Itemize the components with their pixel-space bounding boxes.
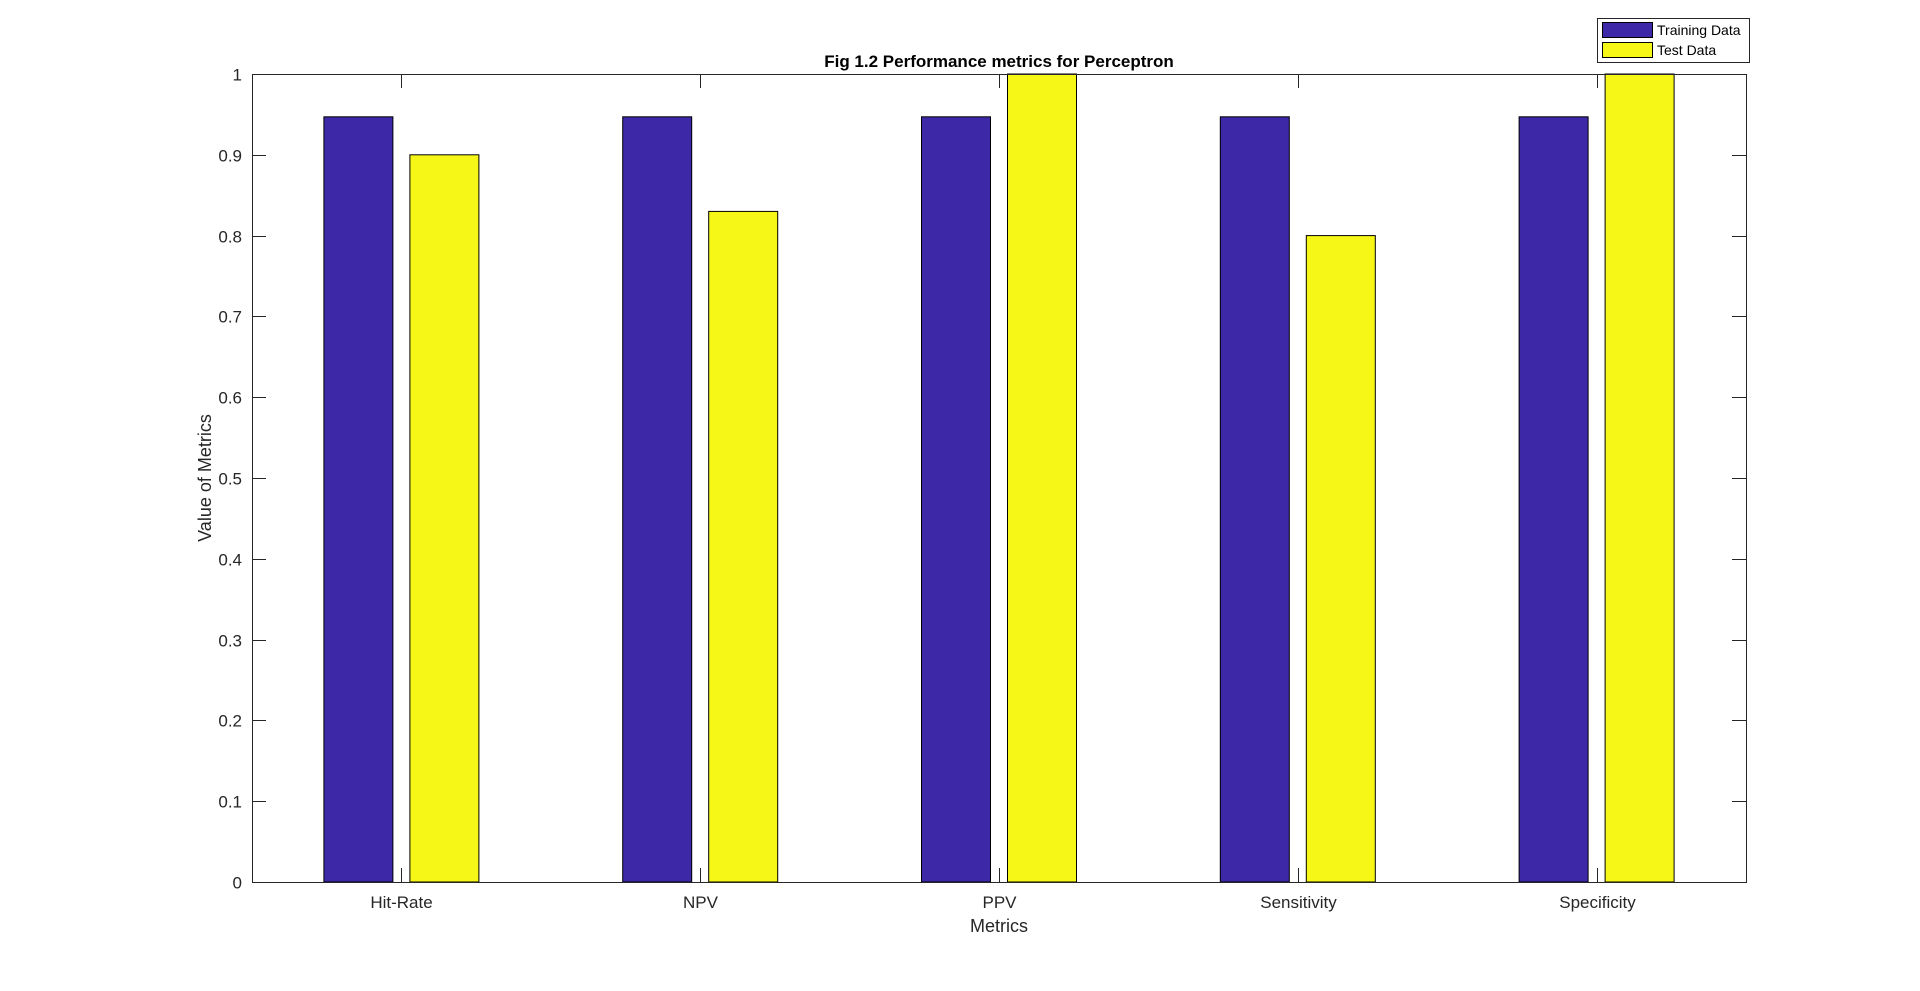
bar-test-ppv (1007, 73, 1077, 883)
bar-training-sensitivity (1219, 116, 1290, 883)
y-tick-label: 0.6 (218, 389, 242, 408)
bar-test-npv (708, 210, 779, 883)
y-tick-label: 0.1 (218, 793, 242, 812)
bar-training-specificity (1518, 116, 1589, 883)
x-tick-label: Sensitivity (1260, 893, 1337, 912)
bar-test-sensitivity (1305, 235, 1376, 883)
x-tick-label: Specificity (1559, 893, 1636, 912)
plot-area (252, 74, 1746, 882)
y-tick-label: 0.5 (218, 470, 242, 489)
y-tick-label: 0.7 (218, 308, 242, 327)
bar-training-ppv (921, 116, 991, 883)
x-tick-label: NPV (683, 893, 719, 912)
legend-swatch-training (1602, 22, 1653, 38)
x-axis-title: Metrics (970, 916, 1028, 936)
legend: Training Data Test Data (1597, 18, 1750, 63)
bar-test-hit-rate (409, 154, 480, 883)
y-tick-label: 0.2 (218, 712, 242, 731)
y-tick-label: 0.8 (218, 228, 242, 247)
bar-test-specificity (1604, 73, 1675, 883)
legend-label-test: Test Data (1657, 42, 1716, 58)
y-axis-title: Value of Metrics (195, 414, 215, 542)
legend-swatch-test (1602, 42, 1653, 58)
bar-training-npv (622, 116, 693, 883)
chart-title: Fig 1.2 Performance metrics for Perceptr… (824, 52, 1174, 71)
labels-layer: 0 0.1 0.2 0.3 0.4 0.5 0.6 0.7 0.8 0.9 1 Hit-Rate NPV… (218, 66, 1636, 913)
y-tick-label: 1 (233, 66, 242, 85)
bars-layer (323, 73, 1675, 883)
x-tick-label: Hit-Rate (370, 893, 432, 912)
x-tick-label: PPV (982, 893, 1017, 912)
axes-box (252, 74, 1747, 883)
y-tick-label: 0.3 (218, 632, 242, 651)
y-tick-label: 0 (233, 874, 242, 893)
bar-training-hit-rate (323, 116, 394, 883)
y-tick-label: 0.9 (218, 147, 242, 166)
legend-label-training: Training Data (1657, 22, 1741, 38)
y-tick-label: 0.4 (218, 551, 242, 570)
